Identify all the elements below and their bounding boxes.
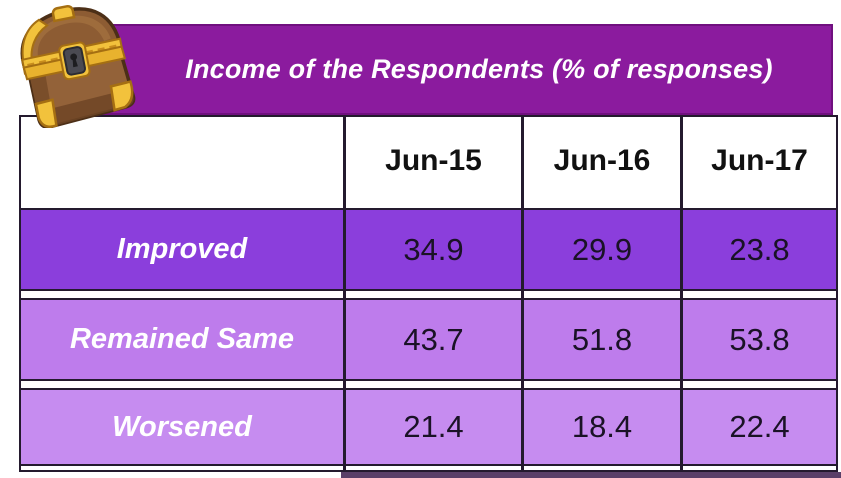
page-title: Income of the Respondents (% of response… xyxy=(185,54,773,84)
value-text: 22.4 xyxy=(729,409,790,444)
row-label: Worsened xyxy=(112,410,252,443)
value-cell-remained-jun15: 43.7 xyxy=(343,295,521,385)
value-fill: 21.4 xyxy=(346,388,521,466)
col-header-jun-17: Jun-17 xyxy=(680,117,836,205)
row-header-fill: Improved xyxy=(21,208,343,291)
title-banner: Income of the Respondents (% of response… xyxy=(57,24,833,115)
value-fill: 43.7 xyxy=(346,298,521,381)
value-cell-improved-jun16: 29.9 xyxy=(521,205,680,295)
value-fill: 53.8 xyxy=(683,298,836,381)
value-fill: 51.8 xyxy=(524,298,680,381)
value-cell-improved-jun15: 34.9 xyxy=(343,205,521,295)
col-header-label: Jun-16 xyxy=(553,144,651,177)
value-fill: 22.4 xyxy=(683,388,836,466)
col-header-label: Jun-17 xyxy=(711,144,808,177)
value-cell-improved-jun17: 23.8 xyxy=(680,205,836,295)
row-header-fill: Worsened xyxy=(21,388,343,466)
value-fill: 18.4 xyxy=(524,388,680,466)
row-header-fill: Remained Same xyxy=(21,298,343,381)
value-text: 29.9 xyxy=(571,231,633,267)
value-text: 21.4 xyxy=(403,409,464,444)
value-fill: 29.9 xyxy=(524,208,680,291)
value-cell-remained-jun16: 51.8 xyxy=(521,295,680,385)
row-header-worsened: Worsened xyxy=(21,385,343,470)
value-cell-worsened-jun15: 21.4 xyxy=(343,385,521,470)
col-header-jun-15: Jun-15 xyxy=(343,117,521,205)
row-label: Improved xyxy=(116,233,248,265)
value-text: 18.4 xyxy=(571,409,633,444)
bottom-shadow-strip xyxy=(341,472,841,478)
value-text: 51.8 xyxy=(571,321,633,357)
value-cell-worsened-jun17: 22.4 xyxy=(680,385,836,470)
row-header-improved: Improved xyxy=(21,205,343,295)
value-cell-remained-jun17: 53.8 xyxy=(680,295,836,385)
value-text: 43.7 xyxy=(403,321,464,357)
value-fill: 34.9 xyxy=(346,208,521,291)
col-header-label: Jun-15 xyxy=(385,144,482,177)
income-table: Jun-15 Jun-16 Jun-17 Improved 34.9 29.9 … xyxy=(19,115,838,472)
value-text: 34.9 xyxy=(403,231,464,267)
value-text: 23.8 xyxy=(729,231,790,267)
row-header-remained-same: Remained Same xyxy=(21,295,343,385)
corner-cell xyxy=(21,117,343,205)
value-text: 53.8 xyxy=(729,321,790,357)
col-header-jun-16: Jun-16 xyxy=(521,117,680,205)
treasure-chest-icon xyxy=(0,0,148,129)
row-label: Remained Same xyxy=(69,323,295,355)
value-cell-worsened-jun16: 18.4 xyxy=(521,385,680,470)
value-fill: 23.8 xyxy=(683,208,836,291)
